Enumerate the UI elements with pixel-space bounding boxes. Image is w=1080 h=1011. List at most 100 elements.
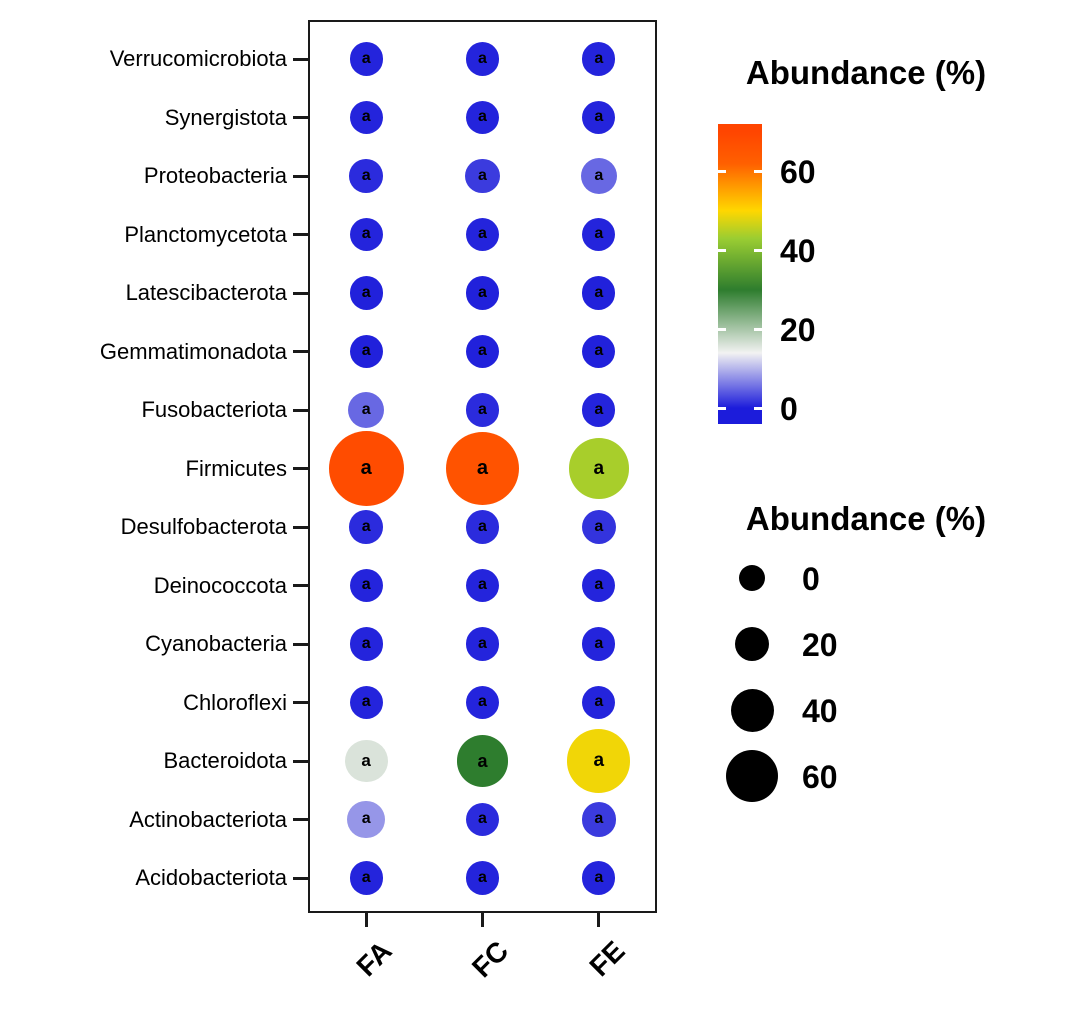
colorbar-tick-label: 60 [780, 154, 816, 191]
abundance-dot: a [349, 42, 383, 76]
significance-letter: a [478, 693, 487, 711]
significance-letter: a [361, 810, 371, 828]
significance-letter: a [594, 810, 604, 828]
colorbar-tick-mark [718, 169, 726, 173]
abundance-dot: a [465, 158, 500, 194]
abundance-dot: a [465, 861, 500, 895]
abundance-dot: a [465, 685, 500, 720]
x-axis-label: FC [466, 935, 515, 984]
significance-letter: a [478, 517, 487, 535]
y-axis-tick [293, 408, 308, 412]
y-axis-label: Desulfobacterota [120, 514, 287, 539]
abundance-dot: a [465, 100, 500, 135]
y-axis-label: Planctomycetota [124, 221, 287, 247]
abundance-dot: a [567, 729, 631, 793]
abundance-dot: a [581, 510, 616, 544]
abundance-dot: a [349, 217, 383, 252]
y-axis-label: Bacteroidota [163, 748, 287, 773]
significance-letter: a [361, 517, 371, 535]
significance-letter: a [478, 810, 487, 828]
significance-letter: a [594, 693, 604, 711]
significance-letter: a [478, 225, 487, 243]
abundance-dot: a [582, 627, 616, 661]
significance-letter: a [361, 166, 371, 184]
y-axis-tick [293, 818, 308, 821]
x-axis-tick [364, 913, 368, 927]
abundance-dot: a [465, 802, 500, 837]
y-axis-label: Actinobacteriota [129, 806, 287, 832]
abundance-dot: a [349, 510, 383, 544]
y-axis-label: Proteobacteria [143, 163, 287, 188]
y-axis-label: Gemmatimonadota [99, 338, 287, 364]
colorbar-tick-mark [718, 406, 726, 410]
significance-letter: a [361, 49, 371, 67]
y-axis-tick [293, 467, 308, 470]
y-axis-label: Latescibacterota [125, 280, 287, 305]
y-axis-label: Cyanobacteria [145, 631, 287, 656]
significance-letter: a [594, 283, 604, 301]
abundance-dot: a [349, 627, 383, 661]
significance-letter: a [594, 108, 604, 126]
significance-letter: a [361, 400, 371, 418]
abundance-dot: a [580, 157, 617, 195]
abundance-dot: a [582, 276, 616, 310]
abundance-dot: a [349, 276, 383, 310]
significance-letter: a [361, 693, 371, 711]
size-legend-title: Abundance (%) [745, 500, 987, 537]
significance-letter: a [594, 868, 604, 886]
size-legend-dot [735, 627, 769, 661]
significance-letter: a [361, 868, 371, 886]
color-legend-title: Abundance (%) [745, 54, 987, 91]
significance-letter: a [361, 576, 371, 594]
y-axis-label: Chloroflexi [183, 689, 287, 715]
abundance-dot: a [349, 568, 383, 603]
colorbar-tick-label: 0 [780, 391, 798, 428]
abundance-dot: a [349, 685, 383, 720]
abundance-dot: a [465, 42, 500, 76]
y-axis-label: Acidobacteriota [135, 865, 287, 890]
significance-letter: a [361, 342, 371, 360]
significance-letter: a [478, 166, 487, 184]
abundance-dot: a [465, 334, 500, 369]
abundance-dot: a [344, 739, 388, 783]
significance-letter: a [594, 576, 604, 594]
abundance-dot: a [465, 276, 500, 310]
significance-letter: a [361, 225, 371, 243]
size-legend-dot [730, 688, 774, 732]
significance-letter: a [594, 400, 604, 418]
abundance-dot: a [568, 438, 629, 499]
significance-letter: a [360, 457, 372, 480]
y-axis-tick [293, 233, 308, 236]
abundance-dot: a [456, 735, 509, 787]
abundance-dot: a [582, 217, 616, 252]
abundance-dot: a [347, 800, 386, 839]
size-legend-label: 40 [802, 693, 838, 729]
y-axis-tick [293, 701, 308, 704]
abundance-dot: a [349, 861, 383, 895]
significance-letter: a [593, 750, 605, 772]
y-axis-label: Verrucomicrobiota [109, 46, 287, 71]
significance-letter: a [478, 400, 487, 418]
abundance-dot: a [465, 217, 500, 252]
y-axis-tick [293, 174, 308, 178]
abundance-dot: a [465, 510, 500, 544]
y-axis-tick [293, 876, 308, 880]
x-axis-label: FA [350, 935, 399, 983]
significance-letter: a [594, 225, 604, 243]
size-legend-label: 20 [802, 627, 838, 663]
y-axis-tick [293, 116, 308, 119]
abundance-dot: a [349, 159, 383, 193]
significance-letter: a [478, 342, 487, 360]
abundance-dot: a [328, 431, 404, 506]
significance-letter: a [593, 457, 605, 479]
significance-letter: a [594, 517, 604, 535]
significance-letter: a [478, 576, 487, 594]
significance-letter: a [477, 750, 488, 771]
colorbar-tick-mark [718, 248, 726, 252]
size-legend-label: 0 [802, 561, 820, 597]
significance-letter: a [594, 342, 604, 360]
abundance-dot: a [582, 861, 616, 895]
abundance-dot: a [465, 568, 500, 603]
abundance-dot: a [348, 391, 385, 429]
